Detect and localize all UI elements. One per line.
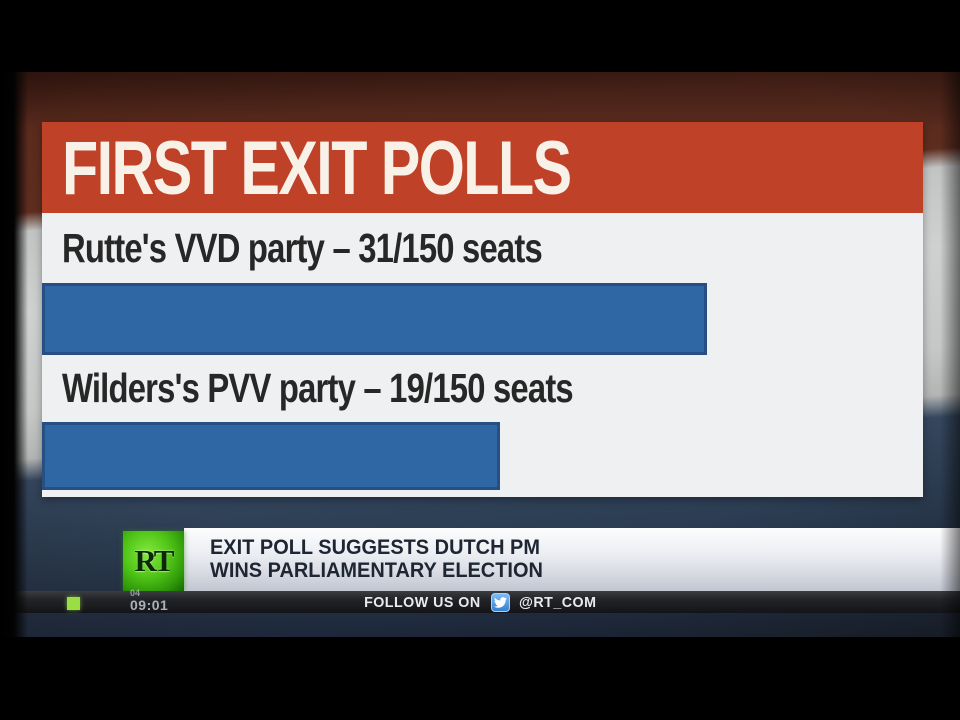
exit-poll-card-header: FIRST EXIT POLLS xyxy=(42,122,923,213)
clock-time-value: 09:01 xyxy=(130,597,169,613)
record-indicator-icon xyxy=(67,597,80,610)
poll-entry-vvd-label: Rutte's VVD party – 31/150 seats xyxy=(62,224,543,271)
follow-us-label: FOLLOW US ON xyxy=(364,593,482,611)
headline-line-1: EXIT POLL SUGGESTS DUTCH PM xyxy=(210,536,540,559)
clock-top-value: 04 xyxy=(130,588,141,598)
poll-entry-vvd: Rutte's VVD party – 31/150 seats xyxy=(42,213,923,283)
poll-entry-pvv: Wilders's PVV party – 19/150 seats xyxy=(42,355,923,422)
headline-line-2: WINS PARLIAMENTARY ELECTION xyxy=(210,559,543,582)
dutch-flag-background: FIRST EXIT POLLS Rutte's VVD party – 31/… xyxy=(0,72,960,637)
poll-entry-pvv-label: Wilders's PVV party – 19/150 seats xyxy=(62,365,574,411)
exit-poll-card: FIRST EXIT POLLS Rutte's VVD party – 31/… xyxy=(42,122,923,497)
twitter-icon xyxy=(491,592,511,612)
poll-bar-vvd xyxy=(42,283,708,355)
lower-third-headline: EXIT POLL SUGGESTS DUTCH PM WINS PARLIAM… xyxy=(184,528,960,591)
page-title: FIRST EXIT POLLS xyxy=(62,126,572,211)
poll-bar-pvv xyxy=(42,422,501,490)
rt-channel-logo: RT xyxy=(123,531,184,591)
twitter-handle: @RT_COM xyxy=(519,593,597,611)
broadcast-clock: 04 09:01 xyxy=(130,588,169,613)
follow-ticker-bar: 04 09:01 FOLLOW US ON @RT_COM xyxy=(0,588,960,613)
rt-logo-text: RT xyxy=(134,543,175,578)
